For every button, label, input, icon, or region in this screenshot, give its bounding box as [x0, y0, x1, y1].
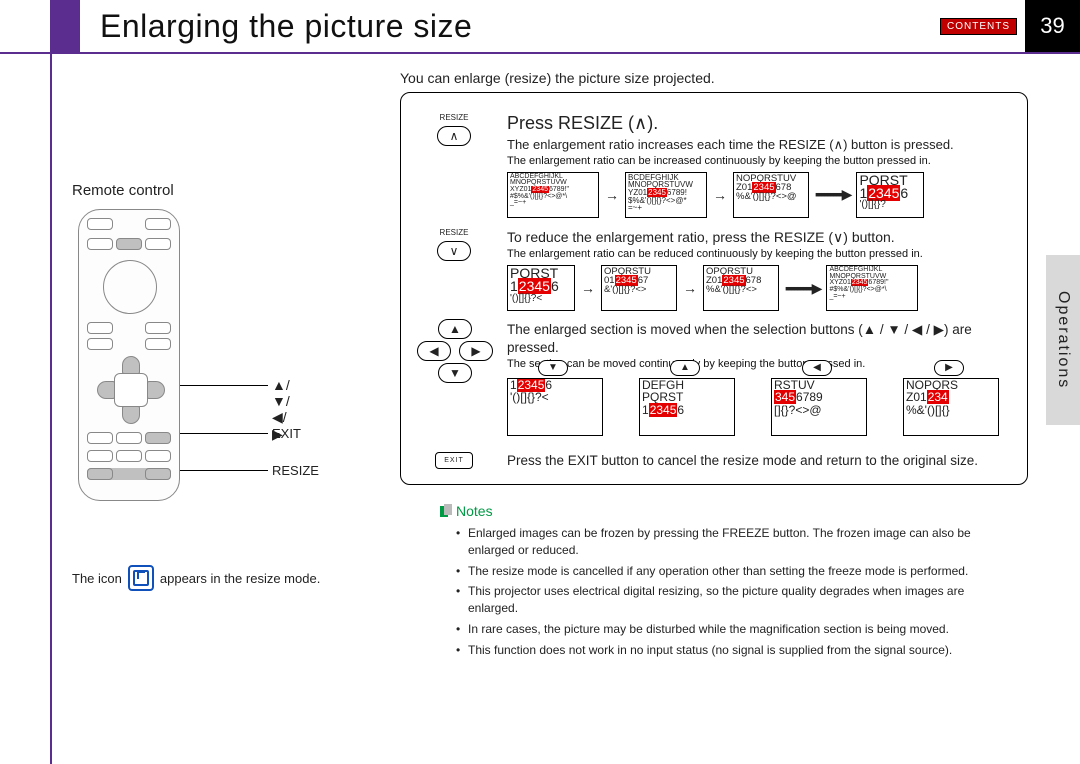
left-column: Remote control ▲/▼/◀/▶ [50, 52, 400, 764]
enlarge-demo-strip: ABCDEFGHIJKLMNOPQRSTUVWXYZ0123456789!"#$… [507, 172, 1013, 218]
arrow-right-icon: → [605, 187, 619, 203]
step3-title: The enlarged section is moved when the s… [507, 321, 1013, 357]
notes-list: Enlarged images can be frozen by pressin… [400, 525, 1028, 659]
callout-exit: EXIT [272, 426, 301, 441]
triangle-down-icon: ▼ [438, 363, 472, 383]
right-column: You can enlarge (resize) the picture siz… [400, 52, 1046, 764]
remote-control-illustration: ▲/▼/◀/▶ EXIT RESIZE [72, 205, 292, 515]
exit-button-icon: EXIT [415, 452, 493, 469]
instructions-box: RESIZE ∧ Press RESIZE (∧). The enlargeme… [400, 92, 1028, 485]
chevron-down-icon: ∨ [437, 241, 471, 261]
reduce-demo-strip: PQRST123456'()[]{}?< → OPQRSTU01234567&'… [507, 265, 1013, 311]
header-accent [50, 0, 80, 52]
resize-up-button-icon: RESIZE ∧ [415, 113, 493, 146]
arrow-right-icon: → [683, 280, 697, 296]
contents-button[interactable]: CONTENTS [940, 18, 1017, 35]
resize-down-button-icon: RESIZE ∨ [415, 228, 493, 261]
resize-icon-note: The icon appears in the resize mode. [72, 565, 388, 591]
arrow-right-icon: → [581, 280, 595, 296]
step4-text: Press the EXIT button to cancel the resi… [507, 452, 1013, 470]
section-tab-operations[interactable]: Operations [1046, 255, 1080, 425]
step1-fine: The enlargement ratio can be increased c… [507, 154, 1013, 168]
note-item: In rare cases, the picture may be distur… [456, 621, 1008, 638]
triangle-left-icon: ◀ [802, 360, 832, 376]
callout-resize: RESIZE [272, 463, 319, 478]
step1-sub: The enlargement ratio increases each tim… [507, 136, 1013, 154]
triangle-left-icon: ◀ [417, 341, 451, 361]
notes-heading: Notes [456, 503, 1028, 519]
page-number: 39 [1025, 0, 1080, 52]
resize-btn-label: RESIZE [440, 228, 469, 237]
triangle-up-icon: ▲ [670, 360, 700, 376]
triangle-down-icon: ▼ [538, 360, 568, 376]
page-title: Enlarging the picture size [100, 8, 940, 45]
dpad-icon [97, 358, 163, 424]
icon-note-pre: The icon [72, 571, 122, 586]
resize-mode-icon [128, 565, 154, 591]
note-item: The resize mode is cancelled if any oper… [456, 563, 1008, 580]
chevron-up-icon: ∧ [437, 126, 471, 146]
remote-control-label: Remote control [72, 182, 388, 199]
step2-title: To reduce the enlargement ratio, press t… [507, 228, 1013, 247]
resize-btn-label: RESIZE [440, 113, 469, 122]
triangle-right-icon: ▶ [934, 360, 964, 376]
dpad-button-icon: ▲ ▼ ◀ ▶ [415, 321, 493, 391]
ellipsis-icon: ▪▪▪▪▪▪▪▪▪▶ [815, 186, 850, 203]
step2-fine: The enlargement ratio can be reduced con… [507, 247, 1013, 261]
move-demo-strip: ▼ 123456'()[]{}?< ▲ DEFGHPQRST123456 ◀ R… [507, 378, 1013, 436]
intro-text: You can enlarge (resize) the picture siz… [400, 70, 1028, 86]
triangle-up-icon: ▲ [438, 319, 472, 339]
joystick-icon [103, 260, 157, 314]
arrow-right-icon: → [713, 187, 727, 203]
note-item: This function does not work in no input … [456, 642, 1008, 659]
page-header: Enlarging the picture size CONTENTS 39 [0, 0, 1080, 54]
icon-note-post: appears in the resize mode. [160, 571, 320, 586]
step1-title: Press RESIZE (∧). [507, 113, 1013, 134]
ellipsis-icon: ▪▪▪▪▪▪▪▪▪▶ [785, 280, 820, 297]
exit-btn-label: EXIT [435, 452, 473, 469]
note-item: Enlarged images can be frozen by pressin… [456, 525, 1008, 559]
note-item: This projector uses electrical digital r… [456, 583, 1008, 617]
triangle-right-icon: ▶ [459, 341, 493, 361]
